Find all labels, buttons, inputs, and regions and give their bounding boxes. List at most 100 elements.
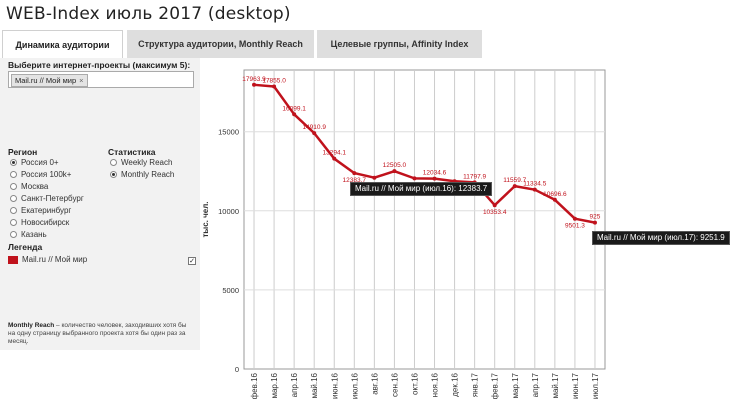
radio-icon bbox=[10, 183, 17, 190]
data-label: 14910.9 bbox=[302, 124, 326, 131]
data-point bbox=[412, 176, 417, 181]
region-option-novosibirsk[interactable]: Новосибирск bbox=[10, 217, 69, 228]
data-label: 12505.0 bbox=[383, 162, 407, 169]
data-label: 17855.0 bbox=[262, 78, 286, 85]
region-option-label: Казань bbox=[21, 230, 47, 239]
selected-project-label: Mail.ru // Мой мир bbox=[15, 76, 77, 85]
data-label: 10696.6 bbox=[543, 191, 567, 198]
radio-icon bbox=[10, 207, 17, 214]
line-chart: фев.16 мар.16 апр.16 май.16 июн.16 июл.16 авг.… bbox=[201, 69, 606, 399]
radio-icon bbox=[110, 159, 117, 166]
data-point bbox=[512, 184, 517, 189]
data-point bbox=[352, 171, 357, 176]
y-tick-label: 0 bbox=[235, 365, 239, 374]
data-label: 10353.4 bbox=[483, 209, 507, 216]
y-axis-label: тыс. чел. bbox=[201, 201, 210, 237]
project-select-input[interactable]: Mail.ru // Мой мир × bbox=[8, 71, 194, 88]
radio-icon bbox=[110, 171, 117, 178]
data-point bbox=[592, 220, 597, 225]
data-point bbox=[432, 176, 437, 181]
x-tick-label: мар.17 bbox=[511, 372, 520, 398]
region-label: Регион bbox=[8, 147, 38, 157]
x-tick-label: авг.16 bbox=[370, 372, 379, 394]
chart-tooltip-jul16: Mail.ru // Мой мир (июл.16): 12383.7 bbox=[350, 182, 493, 196]
tab-audience-structure[interactable]: Структура аудитории, Monthly Reach bbox=[127, 30, 314, 58]
y-tick-label: 5000 bbox=[222, 286, 239, 295]
x-tick-label: май.16 bbox=[310, 372, 319, 398]
x-tick-label: апр.17 bbox=[531, 372, 540, 397]
x-tick-label: апр.16 bbox=[290, 372, 299, 397]
region-option-moscow[interactable]: Москва bbox=[10, 181, 48, 192]
radio-icon bbox=[10, 159, 17, 166]
legend-toggle-checkbox[interactable]: ✓ bbox=[188, 257, 196, 265]
radio-icon bbox=[10, 231, 17, 238]
x-tick-label: фев.17 bbox=[491, 372, 500, 399]
region-option-label: Санкт-Петербург bbox=[21, 194, 84, 203]
x-tick-label: дек.16 bbox=[451, 372, 460, 396]
data-label: 11559.7 bbox=[503, 177, 526, 184]
region-option-label: Новосибирск bbox=[21, 218, 70, 227]
filter-panel: Выберите интернет-проекты (максимум 5): … bbox=[0, 58, 200, 350]
data-label: 13294.1 bbox=[323, 150, 347, 157]
x-tick-label: июн.16 bbox=[330, 372, 339, 399]
data-point bbox=[492, 203, 497, 208]
data-point bbox=[272, 84, 277, 89]
tab-bar: Динамика аудитории Структура аудитории, … bbox=[0, 30, 748, 58]
radio-icon bbox=[10, 195, 17, 202]
x-tick-label: июл.17 bbox=[591, 372, 600, 399]
data-point bbox=[332, 156, 337, 161]
x-tick-label: июл.16 bbox=[350, 372, 359, 399]
statistic-option-monthly[interactable]: Monthly Reach bbox=[110, 169, 174, 180]
statistic-option-weekly[interactable]: Weekly Reach bbox=[110, 157, 172, 168]
data-point bbox=[532, 187, 537, 192]
x-tick-label: фев.16 bbox=[250, 372, 259, 399]
y-tick-label: 10000 bbox=[218, 207, 239, 216]
x-tick-label: мар.16 bbox=[270, 372, 279, 398]
data-point bbox=[292, 112, 297, 117]
footnote: Monthly Reach – количество человек, захо… bbox=[8, 322, 194, 346]
data-label: 11334.5 bbox=[523, 181, 546, 188]
statistic-label: Статистика bbox=[108, 147, 156, 157]
radio-icon bbox=[10, 219, 17, 226]
region-option-spb[interactable]: Санкт-Петербург bbox=[10, 193, 84, 204]
footnote-term: Monthly Reach bbox=[8, 322, 55, 329]
page-title: WEB-Index июль 2017 (desktop) bbox=[6, 4, 291, 24]
selected-project-chip: Mail.ru // Мой мир × bbox=[11, 74, 88, 87]
statistic-option-label: Weekly Reach bbox=[121, 158, 173, 167]
data-label: 12034.6 bbox=[423, 170, 447, 177]
data-label: 9501.3 bbox=[565, 223, 585, 230]
data-point bbox=[312, 131, 317, 136]
projects-label: Выберите интернет-проекты (максимум 5): bbox=[8, 60, 191, 70]
data-point bbox=[252, 82, 257, 87]
remove-project-icon[interactable]: × bbox=[79, 76, 84, 85]
chart-tooltip-jul17: Mail.ru // Мой мир (июл.17): 9251.9 bbox=[592, 231, 730, 245]
x-tick-label: май.17 bbox=[551, 372, 560, 398]
data-label: 925 bbox=[590, 214, 601, 221]
tab-target-groups[interactable]: Целевые группы, Affinity Index bbox=[317, 30, 482, 58]
data-point bbox=[552, 197, 557, 202]
region-option-label: Москва bbox=[21, 182, 49, 191]
legend-item-label: Mail.ru // Мой мир bbox=[22, 255, 88, 264]
data-point bbox=[372, 175, 377, 180]
region-option-label: Екатеринбург bbox=[21, 206, 72, 215]
x-tick-label: сен.16 bbox=[390, 372, 399, 397]
data-label: 16099.1 bbox=[282, 105, 306, 112]
x-tick-label: окт.16 bbox=[410, 372, 419, 394]
chart-grid bbox=[243, 69, 606, 370]
plot-area bbox=[243, 69, 606, 370]
data-label: 17963.9 bbox=[242, 76, 266, 83]
chart-series bbox=[252, 82, 597, 225]
region-option-russia-100k[interactable]: Россия 100k+ bbox=[10, 169, 71, 180]
data-point bbox=[572, 216, 577, 221]
data-point bbox=[392, 169, 397, 174]
region-option-label: Россия 100k+ bbox=[21, 170, 72, 179]
region-option-kazan[interactable]: Казань bbox=[10, 229, 47, 240]
y-tick-label: 15000 bbox=[218, 128, 239, 137]
region-option-russia-0[interactable]: Россия 0+ bbox=[10, 157, 59, 168]
region-option-ekaterinburg[interactable]: Екатеринбург bbox=[10, 205, 71, 216]
tab-audience-dynamics[interactable]: Динамика аудитории bbox=[2, 30, 123, 58]
series-line bbox=[253, 83, 596, 224]
x-tick-label: ноя.16 bbox=[431, 372, 440, 397]
x-tick-label: июн.17 bbox=[571, 372, 580, 399]
